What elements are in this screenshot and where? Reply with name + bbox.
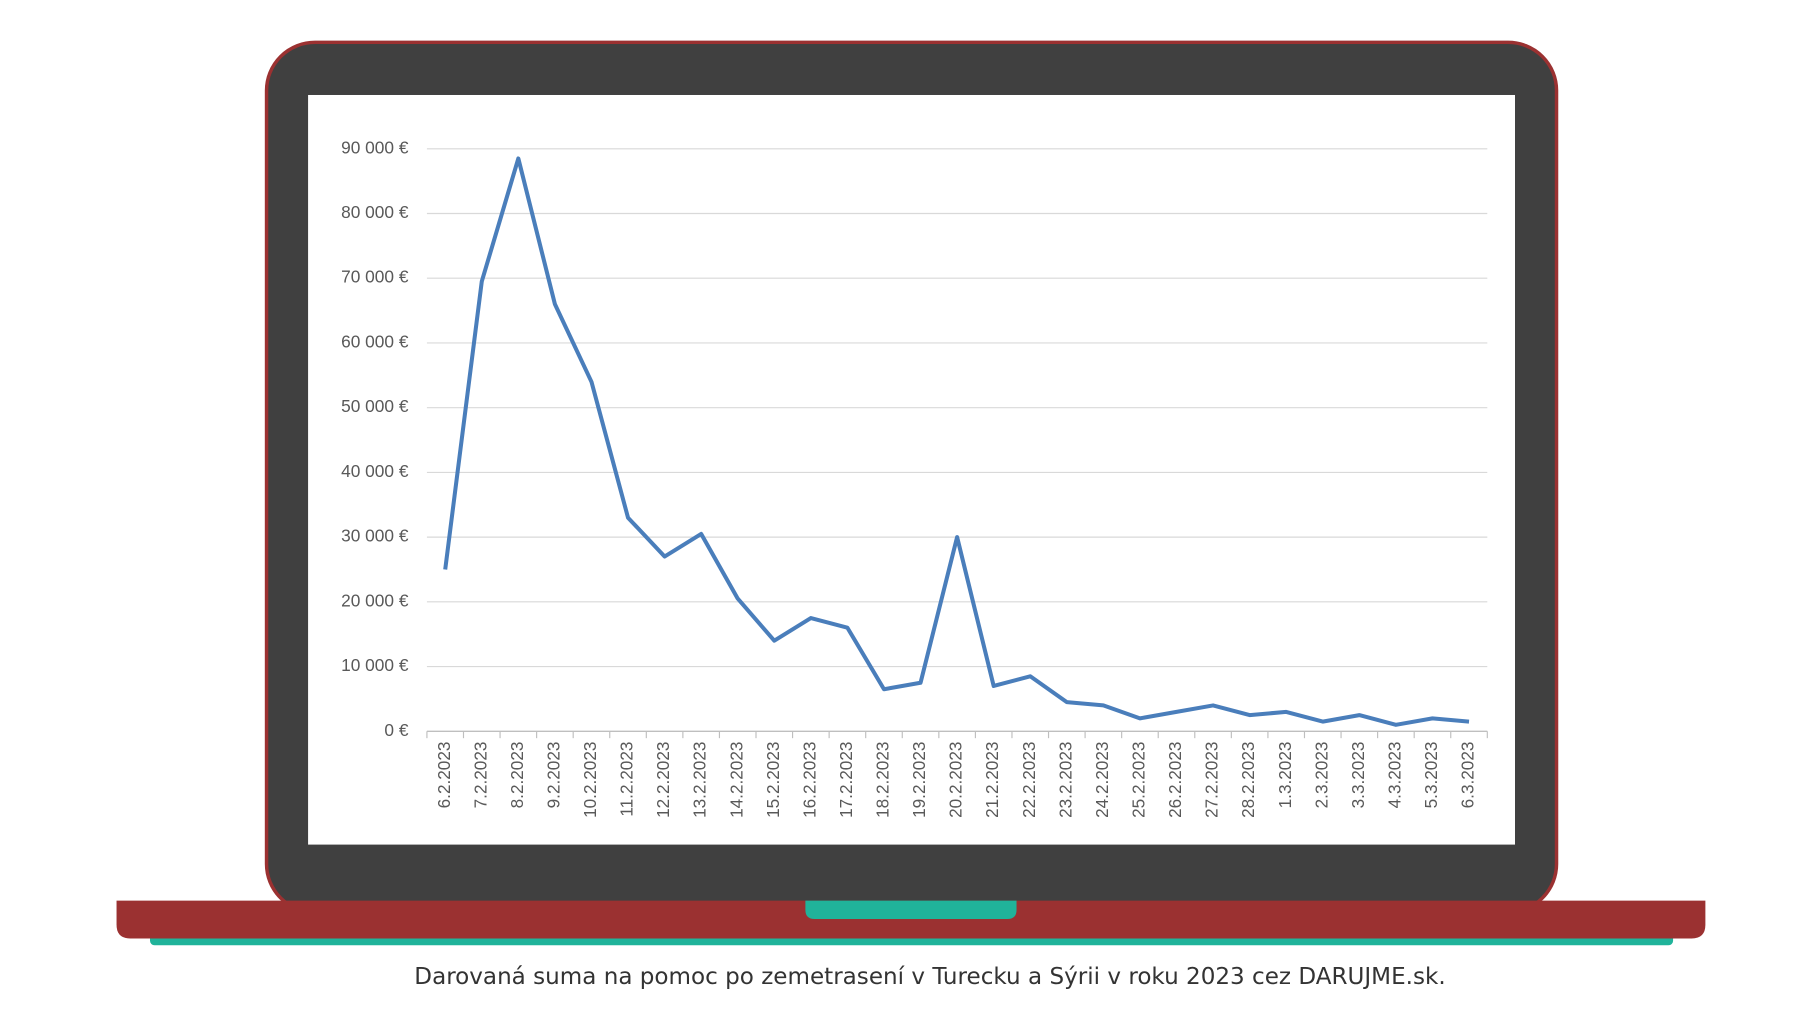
y-tick-label: 80 000 € <box>341 202 409 222</box>
laptop-base <box>116 900 1706 939</box>
x-tick-label: 1.3.2023 <box>1275 742 1295 809</box>
x-tick-label: 24.2.2023 <box>1092 742 1112 818</box>
x-tick-label: 10.2.2023 <box>580 742 600 818</box>
x-tick-label: 16.2.2023 <box>799 742 819 818</box>
x-tick-label: 6.3.2023 <box>1458 742 1478 809</box>
y-tick-label: 0 € <box>384 720 408 740</box>
laptop-notch <box>805 900 1017 919</box>
x-tick-label: 14.2.2023 <box>726 742 746 818</box>
screen <box>308 94 1516 845</box>
x-tick-label: 12.2.2023 <box>653 742 673 818</box>
y-tick-label: 10 000 € <box>341 655 409 675</box>
x-tick-label: 11.2.2023 <box>617 742 637 817</box>
x-tick-label: 25.2.2023 <box>1128 742 1148 818</box>
x-tick-label: 21.2.2023 <box>982 742 1002 818</box>
y-tick-label: 70 000 € <box>341 267 409 287</box>
x-tick-label: 15.2.2023 <box>763 742 783 818</box>
x-tick-label: 27.2.2023 <box>1202 742 1222 818</box>
x-tick-label: 23.2.2023 <box>1055 742 1075 818</box>
y-tick-label: 20 000 € <box>341 590 409 610</box>
y-tick-label: 30 000 € <box>341 526 409 546</box>
x-tick-label: 2.3.2023 <box>1311 742 1331 809</box>
y-tick-label: 60 000 € <box>341 332 409 352</box>
y-tick-label: 40 000 € <box>341 461 409 481</box>
x-tick-label: 20.2.2023 <box>946 742 966 818</box>
x-tick-label: 13.2.2023 <box>690 742 710 818</box>
x-tick-label: 7.2.2023 <box>470 742 490 809</box>
x-tick-label: 9.2.2023 <box>543 742 563 809</box>
x-tick-label: 5.3.2023 <box>1421 742 1441 809</box>
x-tick-label: 3.3.2023 <box>1348 742 1368 809</box>
caption: Darovaná suma na pomoc po zemetrasení v … <box>414 964 1445 990</box>
x-tick-label: 4.3.2023 <box>1384 742 1404 809</box>
y-tick-label: 90 000 € <box>341 137 409 157</box>
x-tick-label: 8.2.2023 <box>507 742 527 809</box>
x-tick-label: 17.2.2023 <box>836 742 856 818</box>
data-line <box>443 156 1470 727</box>
x-tick-label: 6.2.2023 <box>434 742 454 809</box>
x-tick-label: 26.2.2023 <box>1165 742 1185 818</box>
y-tick-label: 50 000 € <box>341 396 409 416</box>
x-tick-label: 28.2.2023 <box>1238 742 1258 818</box>
x-tick-label: 19.2.2023 <box>909 742 929 818</box>
x-tick-label: 18.2.2023 <box>872 742 892 818</box>
x-tick-label: 22.2.2023 <box>1019 742 1039 818</box>
